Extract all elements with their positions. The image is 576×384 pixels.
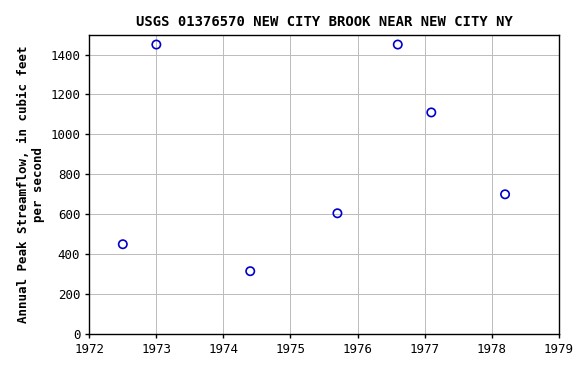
Point xyxy=(151,41,161,48)
Point xyxy=(501,191,510,197)
Point xyxy=(333,210,342,216)
Point xyxy=(427,109,436,116)
Y-axis label: Annual Peak Streamflow, in cubic feet
per second: Annual Peak Streamflow, in cubic feet pe… xyxy=(17,46,45,323)
Point xyxy=(118,241,127,247)
Point xyxy=(393,41,403,48)
Title: USGS 01376570 NEW CITY BROOK NEAR NEW CITY NY: USGS 01376570 NEW CITY BROOK NEAR NEW CI… xyxy=(135,15,513,29)
Point xyxy=(245,268,255,274)
